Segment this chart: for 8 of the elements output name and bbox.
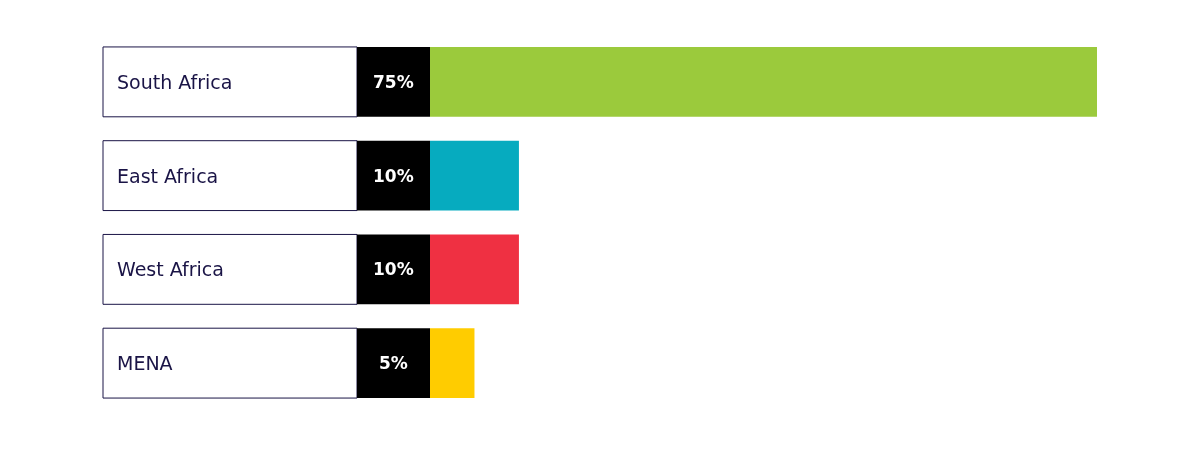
y-tick-label: West Africa [117, 258, 224, 280]
y-tick-label: MENA [117, 352, 173, 374]
data-label: 10% [373, 166, 414, 186]
y-tick-label: South Africa [117, 71, 233, 93]
data-label: 5% [379, 353, 408, 373]
y-tick-label: East Africa [117, 165, 219, 187]
data-label: 10% [373, 259, 414, 279]
data-label: 75% [373, 72, 414, 92]
